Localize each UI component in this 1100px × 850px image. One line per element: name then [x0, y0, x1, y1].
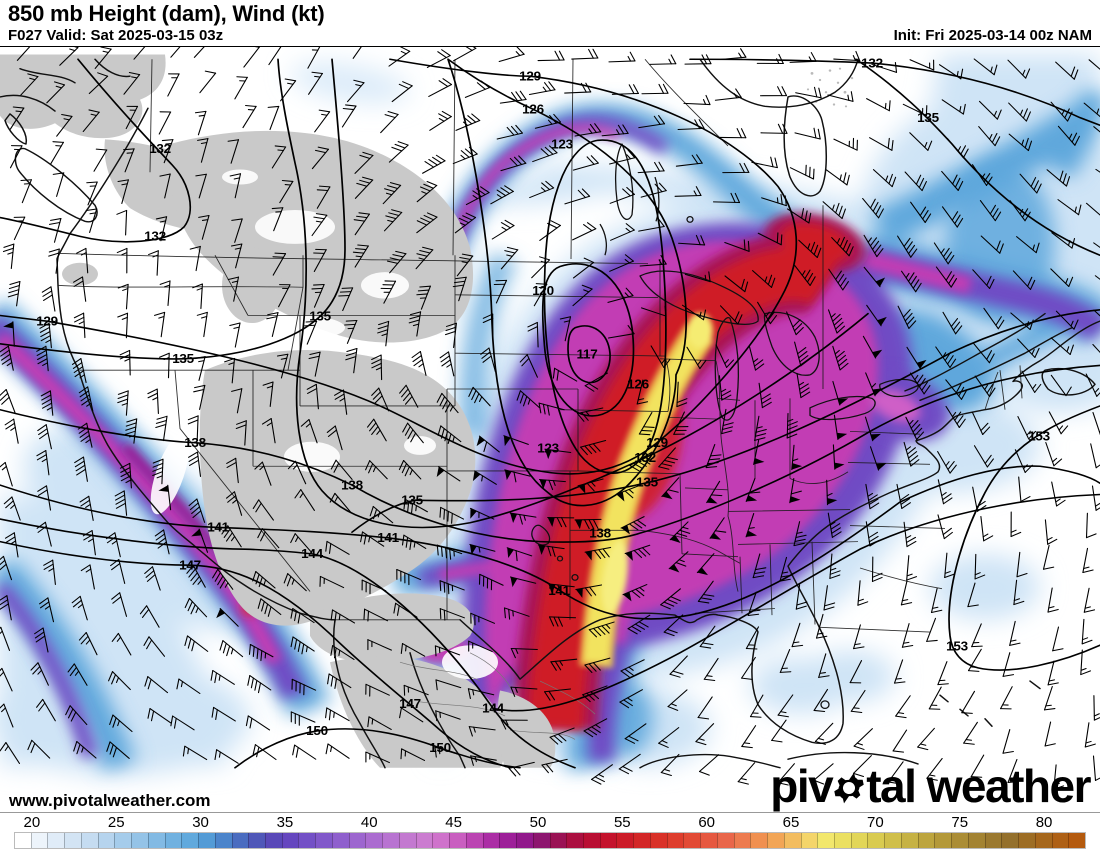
weather-map: 129 126 123 132 132 135 132 120 135 129 117 135 126 1…	[0, 35, 1100, 790]
colorbar-tick: 35	[276, 814, 294, 831]
contour-label: 123	[551, 137, 573, 152]
map-canvas: 129 126 123 132 132 135 132 120 135 129 117 135 126 1…	[0, 35, 1100, 812]
colorbar-tick: 75	[951, 814, 969, 831]
contour-label: 144	[301, 546, 324, 561]
height-contours	[0, 58, 1100, 769]
valid-time-label: F027 Valid: Sat 2025-03-15 03z	[8, 27, 224, 44]
colorbar-tick: 45	[445, 814, 462, 831]
colorbar-tick: 55	[613, 814, 631, 831]
contour-label: 132	[149, 141, 171, 156]
colorbar-tick: 80	[1035, 814, 1053, 831]
colorbar: 20 25 30 35 40 45 50 55 60 65 70 75 80	[0, 812, 1100, 850]
contour-label: 117	[577, 347, 598, 362]
contour-label: 150	[429, 741, 451, 756]
contour-label: 129	[36, 314, 58, 329]
coastlines	[0, 58, 1100, 769]
contour-label: 138	[184, 435, 206, 450]
colorbar-tick: 40	[360, 814, 378, 831]
colorbar-tick: 20	[23, 814, 41, 831]
colorbar-swatches	[14, 832, 1086, 849]
contour-label: 138	[589, 526, 611, 541]
contour-label: 129	[646, 435, 668, 450]
contour-label: 126	[627, 377, 649, 392]
contour-label: 153	[946, 639, 968, 654]
init-time-label: Init: Fri 2025-03-14 00z NAM	[893, 27, 1092, 44]
contour-label: 135	[309, 309, 331, 324]
logo-text-pre: piv	[770, 760, 833, 812]
contour-label: 144	[482, 701, 505, 716]
contour-label: 141	[377, 530, 399, 545]
colorbar-tick: 70	[867, 814, 884, 831]
colorbar-tick: 60	[698, 814, 715, 831]
watermark-url: www.pivotalweather.com	[9, 791, 211, 810]
contour-label: 135	[172, 351, 194, 366]
contour-label: 153	[1028, 429, 1050, 444]
wind-barbs	[0, 35, 1100, 790]
contour-labels: 129 126 123 132 132 135 132 120 135 129 117 135 126 1…	[36, 56, 1050, 755]
contour-label: 150	[306, 724, 328, 739]
colorbar-tick: 50	[529, 814, 547, 831]
pivotal-weather-logo: piv tal weather	[770, 760, 1091, 812]
colorbar-tick: 25	[107, 814, 125, 831]
gear-icon	[834, 772, 864, 804]
map-header: 850 mb Height (dam), Wind (kt) F027 Vali…	[0, 0, 1100, 47]
logo-text-post: tal weather	[866, 760, 1091, 812]
contour-label: 135	[917, 110, 939, 125]
contour-label: 147	[399, 696, 421, 711]
page-title: 850 mb Height (dam), Wind (kt)	[8, 1, 325, 26]
contour-label: 141	[207, 520, 229, 535]
contour-label: 147	[179, 558, 201, 573]
mexico-state-borders	[399, 652, 596, 740]
contour-label: 132	[634, 450, 656, 465]
contour-label: 135	[636, 475, 658, 490]
contour-label: 132	[144, 229, 166, 244]
contour-label: 120	[532, 284, 554, 299]
colorbar-tick: 65	[782, 814, 800, 831]
contour-label: 141	[548, 583, 570, 598]
contour-label: 126	[522, 102, 544, 117]
hudson-bay-ice-speckle	[806, 67, 854, 108]
contour-label: 129	[519, 69, 541, 84]
contour-label: 132	[861, 56, 883, 71]
contour-label: 123	[537, 441, 559, 456]
colorbar-tick: 30	[192, 814, 209, 831]
contour-label: 138	[341, 478, 363, 493]
contour-label: 135	[401, 493, 423, 508]
